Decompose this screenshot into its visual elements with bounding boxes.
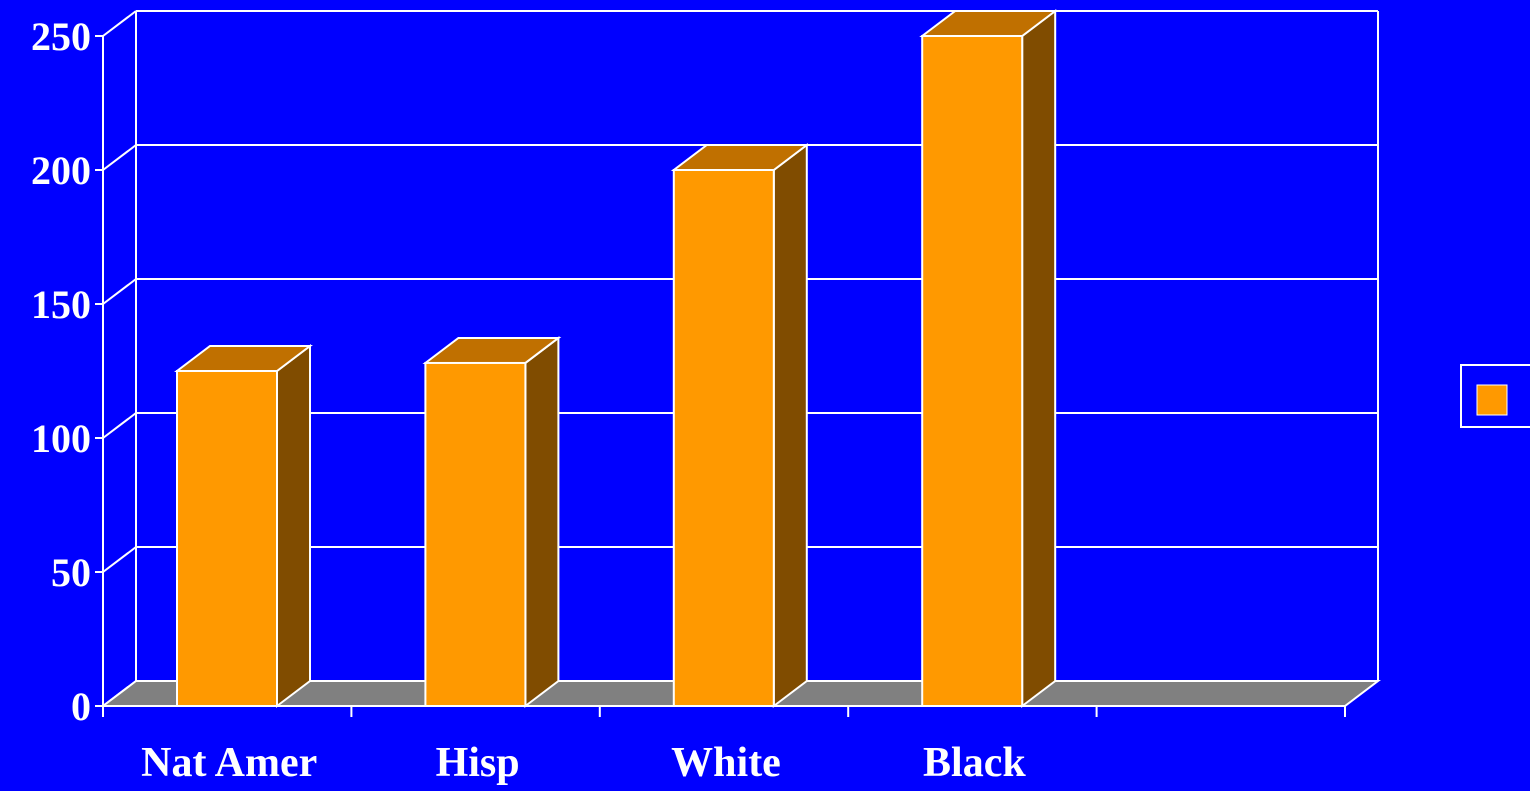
y-tick-label: 250 — [31, 14, 91, 59]
x-tick-label: Black — [923, 740, 1026, 786]
bar-side — [772, 142, 808, 709]
bar-side — [524, 335, 560, 709]
axes: 0 50 100 150 200 250 Nat Amer Hisp White Black — [31, 14, 1346, 786]
y-tick-label: 100 — [31, 416, 91, 461]
bar-group — [919, 8, 1059, 709]
bar — [176, 370, 278, 707]
y-tick-label: 50 — [51, 550, 91, 595]
bar-side — [276, 343, 311, 709]
y-tick-label: 0 — [71, 684, 91, 729]
gridline-connector — [102, 144, 137, 171]
legend-swatch — [1476, 384, 1508, 416]
bar-group — [670, 142, 810, 709]
legend — [1460, 364, 1530, 428]
y-tick-label: 200 — [31, 148, 91, 193]
bar-side — [1021, 8, 1057, 709]
bar — [424, 361, 527, 707]
gridline-connector — [102, 10, 137, 37]
bars — [174, 8, 1059, 709]
legend-box — [1460, 364, 1530, 428]
bar — [672, 169, 775, 707]
gridline-connector — [102, 278, 137, 305]
bar-group — [174, 343, 313, 709]
x-tick-label: White — [671, 740, 781, 786]
bar — [921, 35, 1024, 707]
bar-group — [422, 335, 562, 709]
x-tick-label: Nat Amer — [141, 740, 317, 786]
gridline-connector — [102, 546, 137, 573]
gridline-connector — [102, 412, 137, 439]
y-tick-label: 150 — [31, 282, 91, 327]
x-tick-label: Hisp — [436, 740, 520, 786]
